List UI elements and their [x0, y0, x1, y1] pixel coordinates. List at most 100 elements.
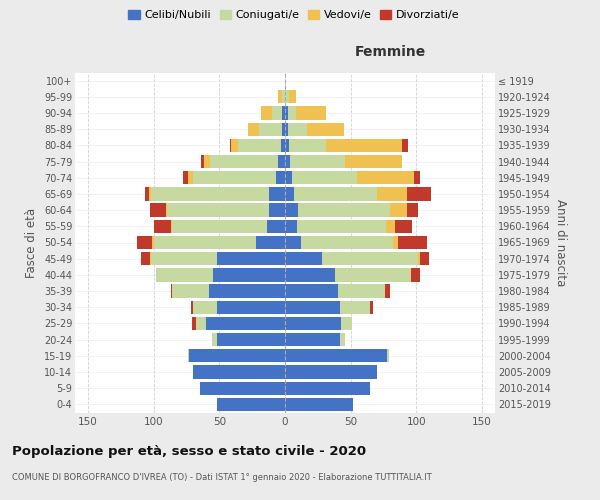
Bar [285, 398, 353, 411]
Bar [192, 317, 196, 330]
Bar [269, 204, 285, 217]
Bar [322, 252, 418, 266]
Bar [259, 122, 283, 136]
Bar [420, 252, 430, 266]
Bar [285, 171, 292, 184]
Bar [285, 220, 297, 233]
Bar [285, 333, 340, 346]
Bar [172, 220, 266, 233]
Bar [285, 300, 340, 314]
Bar [285, 252, 322, 266]
Bar [289, 90, 296, 104]
Bar [189, 349, 285, 362]
Bar [326, 138, 402, 152]
Bar [213, 268, 285, 281]
Bar [337, 284, 385, 298]
Bar [171, 284, 172, 298]
Bar [370, 300, 373, 314]
Bar [145, 188, 148, 200]
Bar [154, 236, 256, 249]
Bar [285, 317, 341, 330]
Bar [262, 106, 272, 120]
Bar [292, 171, 357, 184]
Bar [256, 236, 285, 249]
Bar [287, 106, 296, 120]
Bar [294, 188, 377, 200]
Bar [281, 138, 285, 152]
Bar [200, 382, 285, 395]
Bar [357, 171, 413, 184]
Bar [297, 220, 386, 233]
Bar [346, 155, 402, 168]
Bar [335, 268, 411, 281]
Bar [152, 236, 154, 249]
Bar [203, 155, 210, 168]
Bar [340, 300, 370, 314]
Bar [418, 252, 420, 266]
Bar [285, 90, 289, 104]
Bar [402, 138, 409, 152]
Bar [388, 349, 389, 362]
Bar [217, 252, 285, 266]
Bar [285, 382, 370, 395]
Bar [193, 171, 276, 184]
Bar [217, 398, 285, 411]
Y-axis label: Fasce di età: Fasce di età [25, 208, 38, 278]
Bar [167, 204, 269, 217]
Bar [285, 188, 294, 200]
Bar [150, 252, 151, 266]
Bar [290, 155, 346, 168]
Bar [285, 122, 287, 136]
Bar [217, 300, 285, 314]
Bar [341, 317, 352, 330]
Bar [266, 220, 285, 233]
Bar [201, 155, 203, 168]
Bar [182, 171, 188, 184]
Text: COMUNE DI BORGOFRANCO D'IVREA (TO) - Dati ISTAT 1° gennaio 2020 - Elaborazione T: COMUNE DI BORGOFRANCO D'IVREA (TO) - Dat… [12, 472, 432, 482]
Legend: Celibi/Nubili, Coniugati/e, Vedovi/e, Divorziati/e: Celibi/Nubili, Coniugati/e, Vedovi/e, Di… [124, 6, 464, 25]
Bar [377, 188, 407, 200]
Bar [154, 220, 171, 233]
Bar [301, 236, 392, 249]
Bar [193, 300, 217, 314]
Bar [209, 284, 285, 298]
Bar [278, 90, 283, 104]
Bar [166, 204, 167, 217]
Bar [407, 204, 418, 217]
Bar [407, 188, 431, 200]
Bar [395, 220, 412, 233]
Bar [285, 138, 289, 152]
Bar [287, 122, 307, 136]
Bar [269, 188, 285, 200]
Bar [285, 284, 337, 298]
Bar [157, 268, 213, 281]
Bar [307, 122, 344, 136]
Bar [283, 122, 285, 136]
Bar [298, 204, 390, 217]
Bar [188, 349, 189, 362]
Bar [172, 284, 209, 298]
Bar [151, 252, 217, 266]
Bar [210, 155, 278, 168]
Bar [285, 268, 335, 281]
Bar [289, 138, 326, 152]
Bar [385, 284, 390, 298]
Text: Femmine: Femmine [355, 45, 425, 59]
Bar [285, 155, 290, 168]
Bar [283, 106, 285, 120]
Bar [188, 171, 193, 184]
Bar [148, 188, 151, 200]
Bar [150, 204, 166, 217]
Bar [278, 155, 285, 168]
Bar [137, 236, 152, 249]
Bar [386, 220, 395, 233]
Bar [272, 106, 283, 120]
Bar [285, 236, 301, 249]
Bar [411, 268, 420, 281]
Y-axis label: Anni di nascita: Anni di nascita [554, 199, 568, 286]
Bar [230, 138, 231, 152]
Bar [151, 188, 269, 200]
Bar [340, 333, 346, 346]
Bar [231, 138, 238, 152]
Bar [398, 236, 427, 249]
